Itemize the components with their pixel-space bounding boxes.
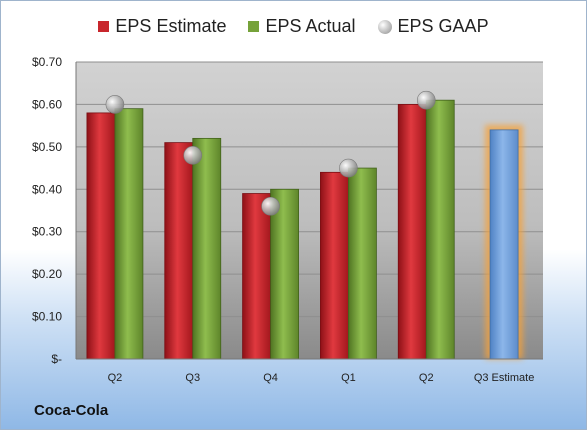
eps-actual-swatch <box>248 21 260 32</box>
bars <box>86 90 524 360</box>
company-label: Coca-Cola <box>34 402 109 419</box>
bar-eps-estimate <box>397 104 427 360</box>
bar-q3-estimate <box>489 129 519 360</box>
y-tick-label: $- <box>51 352 62 366</box>
y-tick-label: $0.40 <box>32 182 62 196</box>
point-eps-gaap <box>261 196 280 216</box>
legend-label-eps-estimate: EPS Estimate <box>115 16 227 36</box>
bar-eps-actual <box>425 99 455 360</box>
bar-eps-actual <box>270 188 299 360</box>
bar-eps-estimate <box>86 112 116 360</box>
x-tick-label: Q2 <box>108 372 123 384</box>
eps-gaap-swatch <box>377 19 392 34</box>
x-tick-label: Q3 Estimate <box>474 372 535 384</box>
plot-area <box>76 62 543 359</box>
bar-eps-estimate <box>164 142 194 360</box>
eps-estimate-swatch <box>98 21 110 32</box>
legend-item-eps-gaap: EPS GAAP <box>377 16 489 37</box>
point-eps-gaap <box>105 95 125 114</box>
bar-eps-estimate <box>242 193 271 360</box>
bar-eps-actual <box>192 137 222 360</box>
point-eps-gaap <box>183 146 203 165</box>
y-tick-label: $0.50 <box>32 140 62 154</box>
point-eps-gaap <box>416 90 436 110</box>
x-tick-label: Q3 <box>185 372 200 384</box>
bar-eps-actual <box>114 108 144 360</box>
legend-item-eps-estimate: EPS Estimate <box>98 16 226 37</box>
x-tick-label: Q4 <box>263 372 278 384</box>
x-tick-label: Q2 <box>419 372 434 384</box>
legend-label-eps-gaap: EPS GAAP <box>397 16 489 36</box>
legend-label-eps-actual: EPS Actual <box>265 16 356 36</box>
x-tick-label: Q1 <box>341 372 356 384</box>
y-tick-label: $0.30 <box>32 225 62 239</box>
point-eps-gaap <box>339 158 358 178</box>
legend: EPS Estimate EPS Actual EPS GAAP <box>0 16 587 37</box>
y-tick-label: $0.70 <box>32 55 62 69</box>
y-tick-label: $0.60 <box>32 97 62 111</box>
y-tick-label: $0.10 <box>32 310 62 324</box>
bar-eps-actual <box>348 167 377 360</box>
legend-item-eps-actual: EPS Actual <box>248 16 356 37</box>
y-tick-label: $0.20 <box>32 267 62 281</box>
bar-eps-estimate <box>320 171 349 360</box>
axes: $- $0.10 $0.20 $0.30 $0.40 $0.50 $0.60 $0.70 Q2 Q… <box>32 55 543 384</box>
